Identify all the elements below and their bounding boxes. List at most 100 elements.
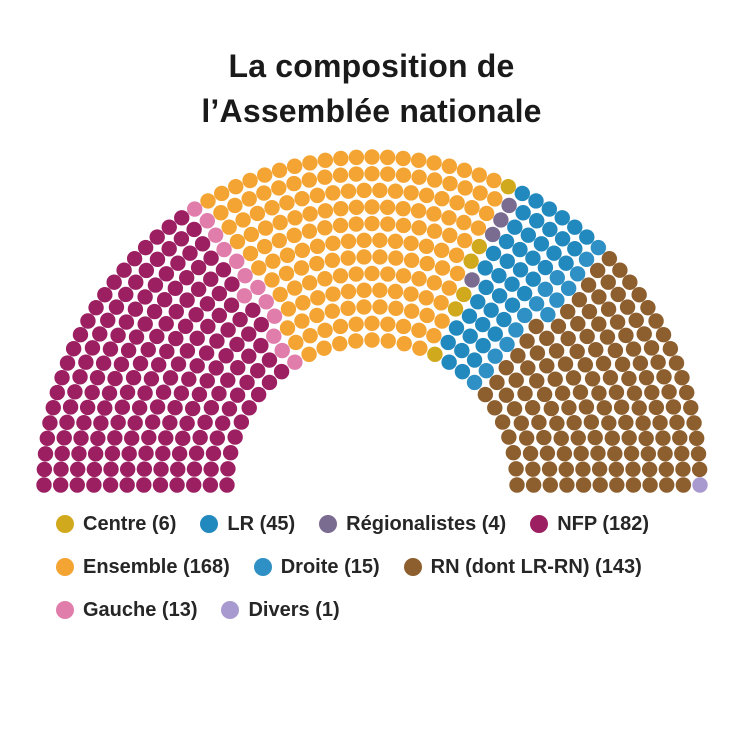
seat-dot — [266, 308, 282, 324]
seat-dot — [171, 445, 187, 462]
seat-dot — [149, 251, 165, 267]
seat-dot — [41, 415, 58, 431]
seat-dot — [425, 327, 442, 344]
seat-dot — [506, 400, 522, 417]
seat-dot — [146, 303, 162, 320]
seat-dot — [339, 300, 356, 316]
seat-dot — [229, 233, 245, 250]
seat-dot — [508, 372, 524, 388]
seat-dot — [380, 333, 396, 349]
seat-dot — [363, 315, 380, 331]
seat-dot — [634, 415, 651, 431]
seat-dot — [293, 313, 310, 329]
seat-dot — [439, 334, 456, 351]
seat-dot — [214, 415, 230, 431]
seat-dot — [348, 166, 364, 182]
seat-dot — [301, 155, 318, 171]
seat-dot — [178, 415, 195, 431]
seat-dot — [527, 193, 544, 209]
seat-dot — [448, 194, 465, 211]
seat-dot — [487, 326, 503, 342]
seat-dot — [525, 271, 541, 287]
seat-dot — [456, 232, 472, 249]
seat-dot — [433, 242, 449, 258]
seat-dot — [210, 385, 227, 402]
seat-dot — [418, 187, 434, 203]
seat-dot — [125, 369, 141, 386]
seat-dot — [690, 445, 706, 462]
seat-dot — [578, 229, 594, 245]
legend-label: Gauche (13) — [83, 598, 198, 621]
seat-dot — [463, 199, 480, 216]
seat-dot — [347, 333, 363, 349]
seat-dot — [474, 316, 490, 333]
seat-dot — [287, 334, 304, 351]
seat-dot — [113, 356, 129, 372]
seat-dot — [379, 266, 396, 282]
seat-dot — [566, 240, 583, 257]
seat-dot — [355, 232, 372, 248]
seat-dot — [348, 199, 364, 215]
seat-dot — [126, 415, 143, 431]
seat-dot — [123, 430, 139, 446]
seat-dot — [136, 461, 152, 477]
seat-dot — [348, 149, 364, 165]
seat-dot — [109, 414, 126, 431]
seat-dot — [572, 384, 588, 400]
seat-dot — [347, 266, 364, 282]
seat-dot — [140, 429, 156, 446]
seat-dot — [252, 337, 269, 354]
seat-dot — [240, 326, 256, 342]
seat-dot — [462, 253, 479, 269]
seat-dot — [607, 342, 623, 359]
seat-dot — [187, 306, 204, 323]
seat-dot — [499, 253, 515, 269]
seat-dot — [84, 340, 100, 356]
seat-dot — [509, 347, 526, 364]
seat-dot — [410, 169, 427, 185]
seat-dot — [278, 194, 295, 211]
seat-dot — [387, 183, 403, 199]
seat-dot — [177, 318, 193, 334]
seat-dot — [332, 267, 348, 284]
seat-dot — [91, 326, 107, 342]
seat-dot — [637, 430, 654, 446]
seat-dot — [131, 400, 147, 416]
seat-dot — [118, 314, 134, 330]
seat-dot — [220, 219, 237, 235]
seat-dot — [410, 322, 427, 338]
seat-dot — [127, 274, 143, 290]
seat-dot — [233, 414, 249, 430]
seat-dot — [286, 227, 302, 243]
seat-dot — [37, 445, 53, 462]
seat-dot — [86, 461, 102, 477]
legend-label: Centre (6) — [83, 512, 177, 535]
seat-dot — [591, 477, 608, 493]
seat-dot — [286, 209, 303, 226]
legend-swatch-icon — [56, 601, 74, 620]
seat-dot — [285, 175, 302, 192]
seat-dot — [166, 399, 183, 416]
legend: Centre (6) LR (45) Régionalistes (4) NFP (1… — [56, 513, 743, 622]
seat-dot — [410, 152, 426, 168]
seat-dot — [72, 326, 88, 343]
seat-dot — [371, 282, 388, 298]
seat-dot — [410, 270, 427, 287]
seat-dot — [620, 370, 637, 387]
seat-dot — [234, 212, 251, 228]
seat-dot — [179, 343, 195, 359]
seat-dot — [441, 158, 457, 174]
seat-dot — [258, 293, 274, 310]
seat-dot — [528, 295, 544, 312]
seat-dot — [101, 385, 117, 401]
seat-dot — [167, 330, 183, 347]
seat-dot — [85, 477, 102, 493]
seat-dot — [395, 167, 411, 183]
seat-dot — [126, 250, 142, 267]
seat-dot — [223, 297, 239, 313]
seat-dot — [69, 477, 85, 493]
seat-dot — [236, 267, 253, 284]
seat-dot — [625, 341, 641, 357]
seat-dot — [189, 330, 205, 346]
seat-dot — [226, 197, 243, 214]
